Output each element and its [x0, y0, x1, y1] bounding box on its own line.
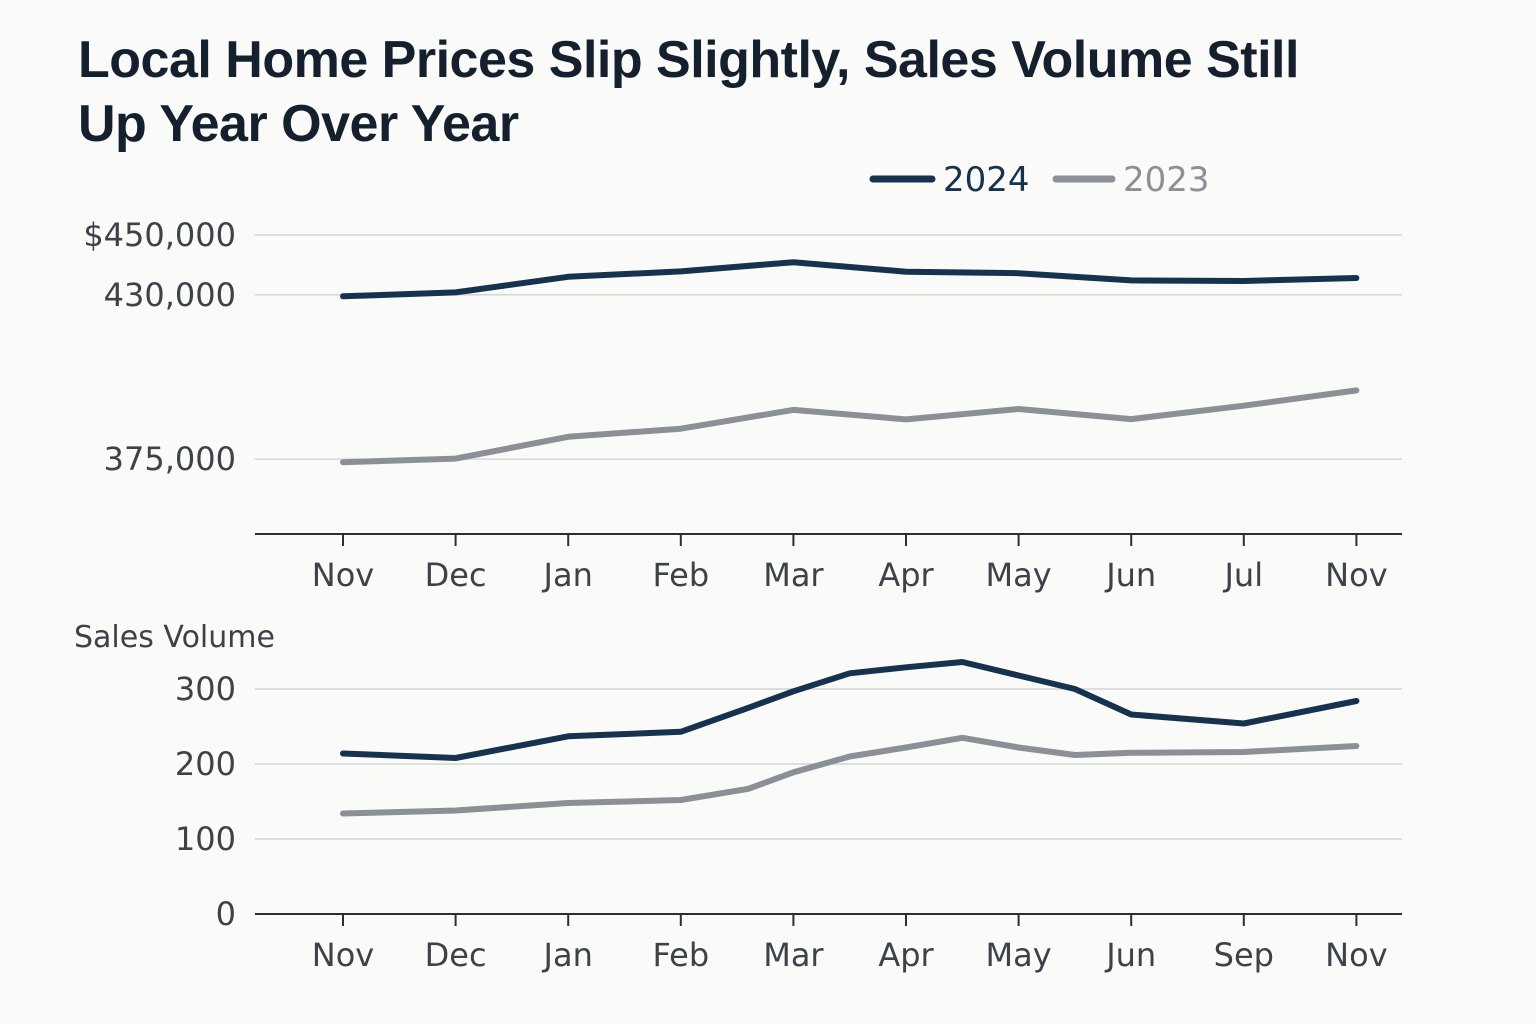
- x-tick-label-mar: Mar: [763, 936, 824, 974]
- x-tick-label-nov: Nov: [1325, 556, 1387, 594]
- series-line-2023: [340, 734, 1360, 817]
- y-axis-title: Sales Volume: [74, 620, 275, 655]
- y-tick-label-430-000: 430,000: [104, 276, 236, 314]
- series-line-2024: [340, 659, 1360, 761]
- series-line-2024: [340, 259, 1360, 300]
- y-tick-label-200: 200: [175, 745, 236, 783]
- series-line-2023: [340, 387, 1360, 466]
- x-tick-label-mar: Mar: [763, 556, 824, 594]
- y-tick-label-375-000: 375,000: [104, 440, 236, 478]
- y-tick-label-100: 100: [175, 820, 236, 858]
- chart-legend: 2024 2023: [869, 160, 1210, 200]
- x-tick-label-nov: Nov: [1325, 936, 1387, 974]
- x-tick-label-feb: Feb: [652, 556, 709, 594]
- legend-label-2024: 2024: [943, 160, 1030, 200]
- x-tick-label-may: May: [986, 936, 1052, 974]
- x-tick-label-jan: Jan: [542, 556, 593, 594]
- y-tick-label-450-000: $450,000: [83, 216, 236, 254]
- x-tick-label-jun: Jun: [1104, 936, 1156, 974]
- x-tick-label-may: May: [986, 556, 1052, 594]
- y-tick-label-300: 300: [175, 670, 236, 708]
- sales-volume-panel: Sales Volume 0 100 200 300 Nov Dec Jan Feb Mar Apr…: [74, 620, 1402, 974]
- x-tick-label-sep: Sep: [1214, 936, 1274, 974]
- legend-label-2023: 2023: [1123, 160, 1210, 200]
- x-tick-label-nov: Nov: [312, 556, 374, 594]
- x-tick-label-dec: Dec: [425, 936, 487, 974]
- x-tick-label-apr: Apr: [878, 556, 934, 594]
- x-tick-label-dec: Dec: [425, 556, 487, 594]
- x-tick-label-feb: Feb: [652, 936, 709, 974]
- x-tick-label-nov: Nov: [312, 936, 374, 974]
- chart-title: Local Home Prices Slip Slightly, Sales V…: [78, 31, 1299, 153]
- x-tick-label-jan: Jan: [542, 936, 593, 974]
- x-tick-label-jul: Jul: [1222, 556, 1263, 594]
- price-panel: 375,000 430,000 $450,000 Nov Dec Jan Feb Mar Apr…: [83, 216, 1402, 594]
- y-tick-label-0: 0: [216, 895, 236, 933]
- x-tick-label-apr: Apr: [878, 936, 934, 974]
- x-tick-label-jun: Jun: [1104, 556, 1156, 594]
